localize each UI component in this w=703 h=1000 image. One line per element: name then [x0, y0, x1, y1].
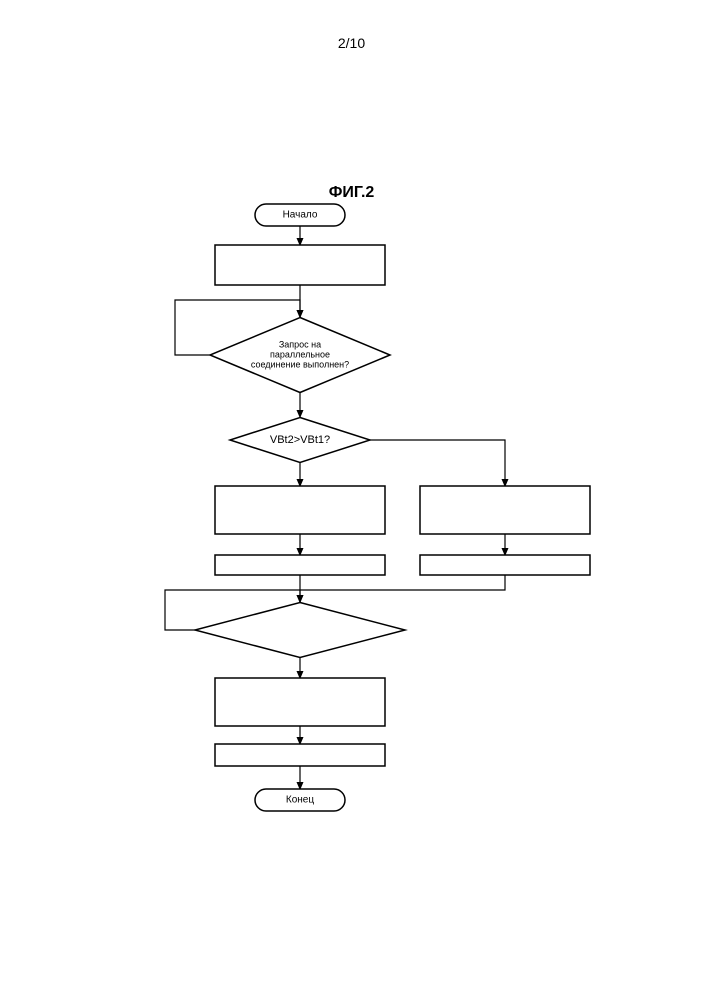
svg-text:Начало: Начало: [283, 210, 318, 221]
svg-text:Конец: Конец: [286, 795, 314, 806]
node-start: Начало: [255, 204, 345, 226]
edge-p3b-merge: [300, 575, 505, 590]
node-end: Конец: [255, 789, 345, 811]
node-p1: [215, 245, 385, 285]
node-p3b: [420, 555, 590, 575]
node-p4: [215, 678, 385, 726]
svg-text:VBt2>VBt1?: VBt2>VBt1?: [270, 434, 330, 446]
edge-d2-no-p2b: [370, 440, 505, 486]
node-p5: [215, 744, 385, 766]
flowchart-svg: Начало Запрос напараллельноесоединение вы…: [0, 0, 703, 1000]
node-d3: [195, 603, 405, 658]
svg-text:Запрос на: Запрос на: [279, 339, 321, 349]
node-d2: VBt2>VBt1?: [230, 418, 370, 463]
svg-text:параллельное: параллельное: [270, 349, 330, 359]
node-d1: Запрос напараллельноесоединение выполнен…: [210, 318, 390, 393]
node-p3a: [215, 555, 385, 575]
node-p2a: [215, 486, 385, 534]
node-p2b: [420, 486, 590, 534]
svg-text:соединение выполнен?: соединение выполнен?: [251, 359, 349, 369]
